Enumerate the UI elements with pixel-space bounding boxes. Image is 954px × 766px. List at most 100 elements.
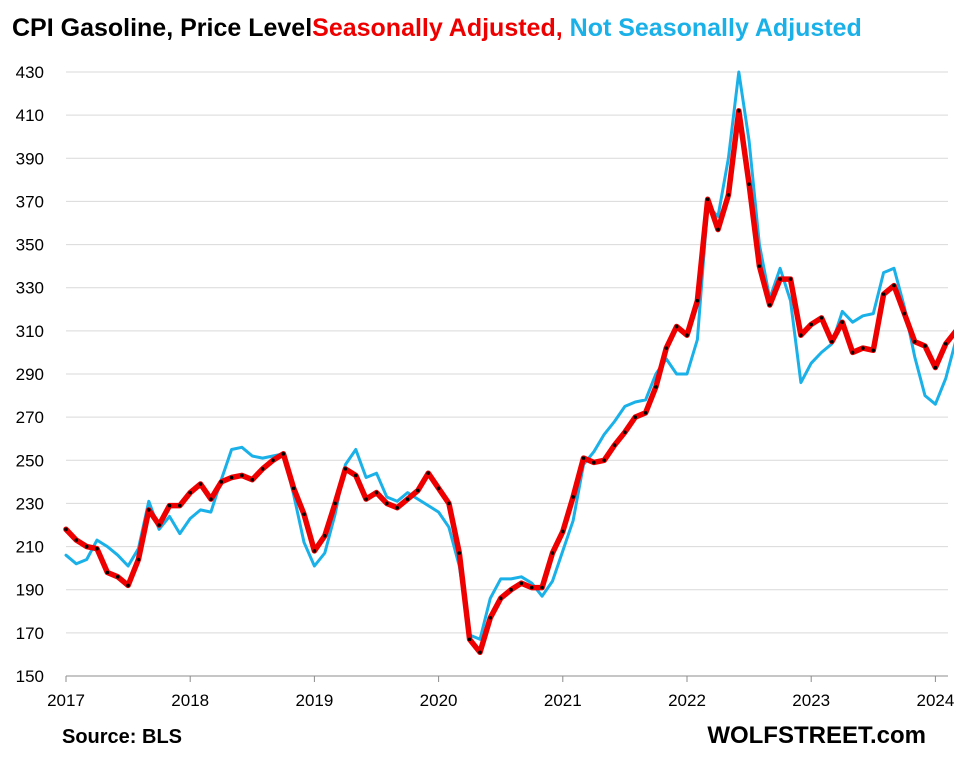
data-point-seasonally-adjusted <box>519 581 524 586</box>
data-point-seasonally-adjusted <box>571 495 575 499</box>
data-point-seasonally-adjusted <box>602 458 606 463</box>
data-point-seasonally-adjusted <box>529 585 534 590</box>
series-line-not-seasonally-adjusted <box>64 70 954 641</box>
data-point-seasonally-adjusted <box>467 637 472 642</box>
data-point-seasonally-adjusted <box>892 283 896 288</box>
y-tick-label: 330 <box>16 279 44 298</box>
data-point-seasonally-adjusted <box>561 529 565 534</box>
data-point-seasonally-adjusted <box>219 480 224 484</box>
data-point-seasonally-adjusted <box>943 342 948 346</box>
data-point-seasonally-adjusted <box>250 477 255 482</box>
data-point-seasonally-adjusted <box>540 585 544 590</box>
data-point-seasonally-adjusted <box>819 316 824 320</box>
y-tick-label: 390 <box>16 149 44 168</box>
data-point-seasonally-adjusted <box>633 415 638 419</box>
x-tick-label: 2023 <box>792 691 830 710</box>
data-point-seasonally-adjusted <box>581 456 586 460</box>
y-tick-label: 410 <box>16 106 44 125</box>
y-tick-label: 210 <box>16 538 44 557</box>
data-point-seasonally-adjusted <box>685 333 689 337</box>
data-point-seasonally-adjusted <box>623 430 627 435</box>
data-point-seasonally-adjusted <box>799 333 803 337</box>
data-point-seasonally-adjusted <box>385 501 389 506</box>
data-point-seasonally-adjusted <box>612 443 617 447</box>
x-tick-label: 2021 <box>544 691 582 710</box>
data-point-seasonally-adjusted <box>912 339 917 344</box>
data-point-seasonally-adjusted <box>457 551 462 555</box>
data-point-seasonally-adjusted <box>498 596 503 601</box>
title-main: CPI Gasoline, Price Level <box>12 14 313 42</box>
y-tick-label: 170 <box>16 624 44 643</box>
data-point-seasonally-adjusted <box>933 365 938 370</box>
data-point-seasonally-adjusted <box>416 488 420 493</box>
data-point-seasonally-adjusted <box>674 324 679 329</box>
data-point-seasonally-adjusted <box>354 473 358 478</box>
data-point-seasonally-adjusted <box>188 490 192 495</box>
data-point-seasonally-adjusted <box>209 497 213 501</box>
x-tick-label: 2020 <box>420 691 458 710</box>
y-tick-label: 290 <box>16 365 44 384</box>
y-tick-label: 370 <box>16 192 44 211</box>
data-point-seasonally-adjusted <box>312 549 317 553</box>
data-point-seasonally-adjusted <box>830 339 834 344</box>
data-point-seasonally-adjusted <box>768 303 772 307</box>
title-not-seasonally-adjusted: Not Seasonally Adjusted <box>562 14 862 42</box>
data-point-seasonally-adjusted <box>291 486 296 491</box>
data-point-seasonally-adjusted <box>240 473 244 478</box>
y-tick-label: 430 <box>16 63 44 82</box>
data-point-seasonally-adjusted <box>302 512 306 517</box>
data-point-seasonally-adjusted <box>726 193 731 197</box>
y-tick-label: 270 <box>16 408 44 427</box>
data-point-seasonally-adjusted <box>923 344 927 348</box>
data-point-seasonally-adjusted <box>654 385 658 389</box>
data-point-seasonally-adjusted <box>747 182 751 186</box>
x-tick-label: 2017 <box>47 691 85 710</box>
data-point-seasonally-adjusted <box>281 452 286 456</box>
x-tick-label: 2018 <box>171 691 209 710</box>
data-point-seasonally-adjusted <box>643 411 648 415</box>
data-point-seasonally-adjusted <box>178 503 182 508</box>
data-point-seasonally-adjusted <box>716 227 720 232</box>
data-point-seasonally-adjusted <box>84 544 89 549</box>
data-point-seasonally-adjusted <box>136 557 141 562</box>
x-tick-label: 2022 <box>668 691 706 710</box>
data-point-seasonally-adjusted <box>333 501 337 506</box>
y-tick-label: 150 <box>16 667 44 686</box>
data-point-seasonally-adjusted <box>74 538 79 542</box>
data-point-seasonally-adjusted <box>592 460 596 465</box>
data-point-seasonally-adjusted <box>157 523 161 527</box>
data-point-seasonally-adjusted <box>426 471 431 476</box>
y-tick-label: 230 <box>16 494 44 513</box>
data-point-seasonally-adjusted <box>447 501 451 506</box>
brand-watermark: WOLFSTREET.com <box>707 722 926 749</box>
data-point-seasonally-adjusted <box>509 587 513 592</box>
data-point-seasonally-adjusted <box>64 527 68 532</box>
data-point-seasonally-adjusted <box>695 298 700 303</box>
data-point-seasonally-adjusted <box>809 322 813 327</box>
data-point-seasonally-adjusted <box>105 570 110 575</box>
data-point-seasonally-adjusted <box>395 505 400 510</box>
data-point-seasonally-adjusted <box>902 311 907 316</box>
data-point-seasonally-adjusted <box>788 277 793 281</box>
data-point-seasonally-adjusted <box>840 320 845 325</box>
data-point-seasonally-adjusted <box>705 197 710 202</box>
gridlines <box>66 71 948 677</box>
data-point-seasonally-adjusted <box>664 346 669 350</box>
y-axis-labels: 150 170 190 210 230 250 270 290 310 330 350 370 390 4… <box>16 63 44 686</box>
data-point-seasonally-adjusted <box>126 583 130 588</box>
data-point-seasonally-adjusted <box>343 467 348 471</box>
y-tick-label: 350 <box>16 236 44 255</box>
data-point-seasonally-adjusted <box>778 277 782 281</box>
data-point-seasonally-adjusted <box>736 109 741 113</box>
x-tick-label: 2024 <box>916 691 954 710</box>
data-point-seasonally-adjusted <box>550 551 555 555</box>
y-tick-label: 310 <box>16 322 44 341</box>
data-point-seasonally-adjusted <box>198 482 203 486</box>
data-point-seasonally-adjusted <box>147 508 151 512</box>
data-point-seasonally-adjusted <box>850 350 855 355</box>
series-line-seasonally-adjusted <box>63 108 954 656</box>
data-point-seasonally-adjusted <box>405 497 410 501</box>
data-point-seasonally-adjusted <box>488 615 493 620</box>
y-tick-label: 190 <box>16 581 44 600</box>
series-group <box>63 70 954 656</box>
